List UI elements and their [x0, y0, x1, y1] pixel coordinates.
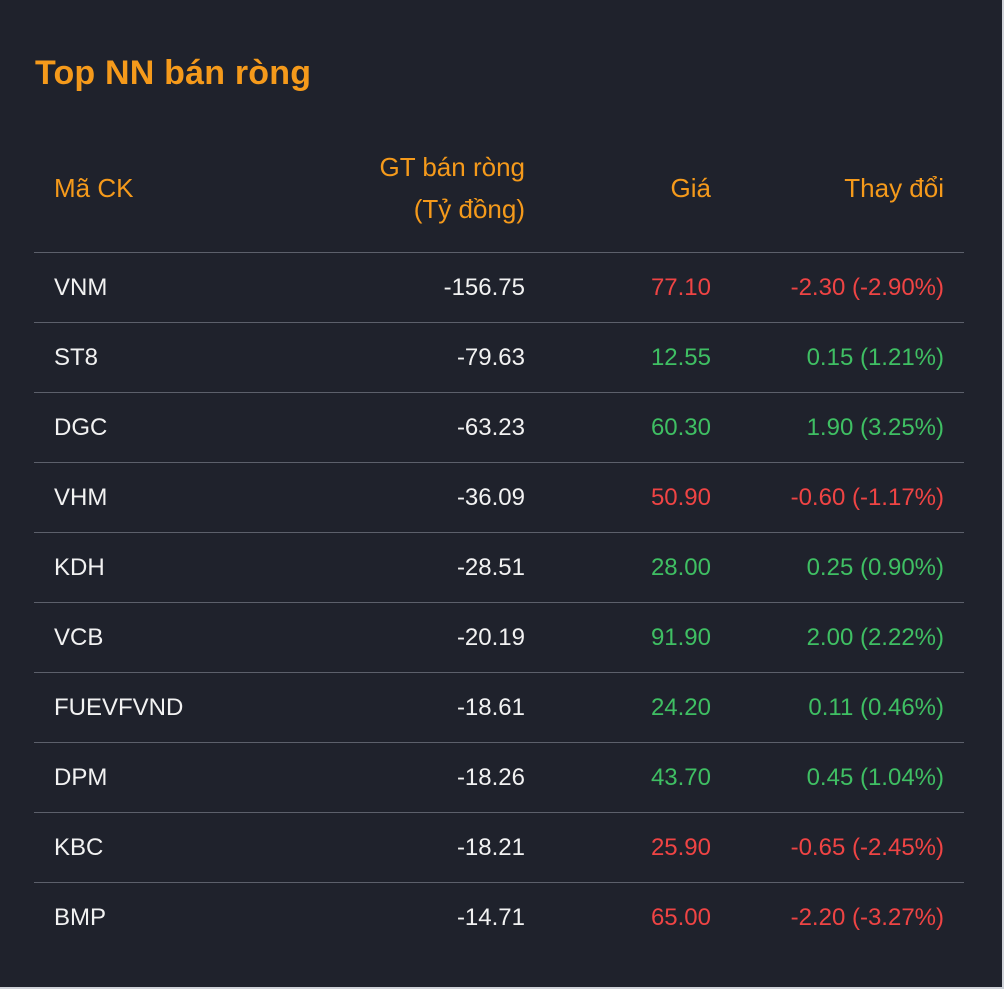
column-header-net-sell-line2: (Tỷ đồng): [413, 194, 525, 224]
net-sell-value: -28.51: [456, 554, 525, 581]
table-row[interactable]: VNM -156.75 77.10 -2.30 (-2.90%): [34, 253, 964, 323]
stock-code: VNM: [54, 274, 108, 301]
table-row[interactable]: FUEVFVND -18.61 24.20 0.11 (0.46%): [34, 673, 964, 743]
net-sell-value: -63.23: [456, 414, 525, 441]
table-row[interactable]: BMP -14.71 65.00 -2.20 (-3.27%): [34, 883, 964, 952]
stock-code: KBC: [54, 834, 104, 861]
column-header-net-sell-line1: GT bán ròng: [379, 152, 525, 182]
price-value: 28.00: [650, 554, 711, 581]
net-sell-value: -14.71: [456, 904, 525, 931]
price-value: 24.20: [650, 694, 711, 721]
net-sell-value: -156.75: [443, 274, 525, 301]
net-sell-value: -18.21: [456, 834, 525, 861]
change-value: 0.15 (1.21%): [806, 344, 944, 371]
stock-code: VCB: [54, 624, 104, 651]
price-value: 50.90: [650, 484, 711, 511]
change-value: -0.60 (-1.17%): [790, 484, 944, 511]
table-row[interactable]: ST8 -79.63 12.55 0.15 (1.21%): [34, 323, 964, 393]
column-header-price: Giá: [670, 173, 711, 203]
table-row[interactable]: KDH -28.51 28.00 0.25 (0.90%): [34, 533, 964, 603]
price-value: 60.30: [650, 414, 711, 441]
column-header-change: Thay đổi: [844, 173, 944, 203]
net-sell-value: -36.09: [456, 484, 525, 511]
stock-code: ST8: [54, 344, 99, 371]
change-value: 0.25 (0.90%): [806, 554, 944, 581]
widget-title: Top NN bán ròng: [35, 54, 312, 92]
change-value: 0.45 (1.04%): [806, 764, 944, 791]
column-header-code: Mã CK: [54, 173, 134, 203]
change-value: -2.30 (-2.90%): [790, 274, 944, 301]
net-sell-value: -79.63: [456, 344, 525, 371]
stock-code: KDH: [54, 554, 105, 581]
table-row[interactable]: KBC -18.21 25.90 -0.65 (-2.45%): [34, 813, 964, 883]
table-row[interactable]: VHM -36.09 50.90 -0.60 (-1.17%): [34, 463, 964, 533]
table-row[interactable]: VCB -20.19 91.90 2.00 (2.22%): [34, 603, 964, 673]
change-value: -2.20 (-3.27%): [790, 904, 944, 931]
price-value: 91.90: [650, 624, 711, 651]
change-value: 0.11 (0.46%): [808, 694, 944, 721]
stock-code: VHM: [54, 484, 108, 511]
stock-code: DGC: [54, 414, 108, 441]
net-sell-table: Mã CK GT bán ròng (Tỷ đồng) Giá Thay đổi…: [34, 140, 964, 952]
change-value: 1.90 (3.25%): [806, 414, 944, 441]
table-row[interactable]: DGC -63.23 60.30 1.90 (3.25%): [34, 393, 964, 463]
net-sell-value: -20.19: [456, 624, 525, 651]
stock-code: BMP: [54, 904, 107, 931]
table-header: Mã CK GT bán ròng (Tỷ đồng) Giá Thay đổi: [34, 140, 964, 253]
net-sell-value: -18.26: [456, 764, 525, 791]
stock-code: DPM: [54, 764, 108, 791]
column-header-net-sell: GT bán ròng (Tỷ đồng): [379, 146, 525, 230]
price-value: 65.00: [650, 904, 711, 931]
price-value: 12.55: [650, 344, 711, 371]
price-value: 43.70: [650, 764, 711, 791]
table-body: VNM -156.75 77.10 -2.30 (-2.90%) ST8 -79.63 12…: [34, 253, 964, 952]
stock-code: FUEVFVND: [54, 694, 184, 721]
change-value: 2.00 (2.22%): [806, 624, 944, 651]
table-row[interactable]: DPM -18.26 43.70 0.45 (1.04%): [34, 743, 964, 813]
price-value: 77.10: [650, 274, 711, 301]
change-value: -0.65 (-2.45%): [790, 834, 944, 861]
net-sell-value: -18.61: [456, 694, 525, 721]
price-value: 25.90: [650, 834, 711, 861]
